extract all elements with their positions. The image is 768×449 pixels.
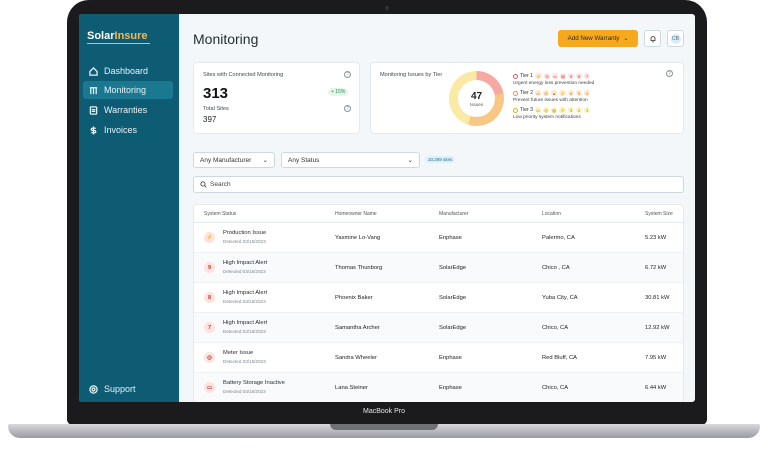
sidebar-item-support[interactable]: Support	[83, 380, 173, 398]
chevron-down-icon: ⌄	[407, 157, 413, 164]
issues-label: Issues	[469, 101, 483, 107]
column-header[interactable]: Homeowner Name	[335, 211, 377, 217]
bell-icon	[650, 35, 655, 42]
column-header[interactable]: System Status	[204, 211, 237, 217]
user-avatar[interactable]: CB	[667, 30, 684, 47]
tier-1-row[interactable]: Tier 1 ⚡ ◎ ▭ ▤ 9 8 7	[513, 73, 591, 79]
camera	[385, 6, 389, 10]
logo-underline	[87, 43, 150, 44]
tier-count: 3	[568, 107, 575, 113]
chevron-down-icon: ⌄	[262, 157, 268, 164]
tier-2-description: Prevent future issues with attention	[513, 98, 588, 103]
card-label: Monitoring Issues by Tier	[380, 72, 443, 78]
tier-count: 5	[576, 90, 583, 96]
sidebar: SolarInsure Dashboard Monitoring Warrant…	[79, 14, 179, 402]
total-sites-label: Total Sites	[203, 106, 229, 112]
bezel-bottom	[67, 402, 707, 425]
issues-by-tier-card: Monitoring Issues by Tier ? 47 Issues Ti…	[370, 62, 684, 134]
tier-dot-icon	[513, 90, 518, 96]
tier-dot-icon	[513, 73, 518, 79]
tier-icon: ◎	[543, 107, 550, 113]
connected-monitoring-card: Sites with Connected Monitoring ? 313 + …	[193, 62, 360, 134]
issues-total: 47	[470, 90, 483, 102]
laptop-notch	[330, 424, 438, 430]
sidebar-item-invoices[interactable]: Invoices	[83, 121, 173, 139]
sidebar-item-monitoring[interactable]: Monitoring	[83, 81, 173, 99]
column-header[interactable]: System Size	[645, 211, 673, 217]
dollar-icon	[90, 125, 97, 135]
tier-icon: ▭	[535, 90, 542, 96]
column-header[interactable]: Location	[542, 211, 561, 217]
tier-2-row[interactable]: Tier 2 ▭ ◎ ▲ ⚡ 6 5 4	[513, 90, 591, 96]
tier-3-description: Low priority system notifications	[513, 115, 581, 120]
help-icon[interactable]: ?	[344, 105, 351, 112]
tier-icon: ▭	[535, 107, 542, 113]
home-icon	[89, 66, 98, 76]
sidebar-item-dashboard[interactable]: Dashboard	[83, 62, 173, 80]
laptop-base	[8, 424, 760, 438]
main-content: Monitoring Add New Warranty ⌄ CB Sites w…	[179, 14, 695, 402]
tier-count: 1	[584, 107, 591, 113]
support-icon	[89, 384, 98, 394]
help-icon[interactable]: ?	[344, 71, 351, 78]
donut-center: 47 Issues	[458, 80, 495, 117]
alert-level-icon: 9	[204, 262, 215, 273]
tier-count: 7	[584, 73, 591, 79]
solar-panel-icon	[89, 86, 98, 94]
sites-count-badge: 10,289 sites	[425, 156, 456, 163]
table-header: System Status Homeowner Name Manufacture…	[194, 205, 683, 223]
search-icon	[200, 181, 207, 188]
tier-count: 8	[576, 73, 583, 79]
tier-3-row[interactable]: Tier 3 ▭ ◎ ▤ ⚡ 3 2 1	[513, 107, 591, 113]
battery-icon: ▭	[204, 382, 215, 393]
tier-icon: ▭	[552, 73, 559, 79]
help-icon[interactable]: ?	[666, 70, 673, 77]
logo[interactable]: SolarInsure	[87, 30, 148, 42]
search-input[interactable]: Search	[193, 176, 684, 193]
manufacturer-select[interactable]: Any Manufacturer ⌄	[193, 152, 275, 168]
alert-level-icon: 7	[204, 322, 215, 333]
add-new-warranty-button[interactable]: Add New Warranty ⌄	[558, 30, 638, 47]
table-row[interactable]: ⚡ Production Issue Detected 03/15/2023 Y…	[194, 223, 683, 253]
chevron-down-icon: ⌄	[623, 36, 629, 42]
page-title: Monitoring	[193, 31, 259, 47]
document-icon	[89, 105, 98, 115]
tier-count: 2	[576, 107, 583, 113]
alert-level-icon: 8	[204, 292, 215, 303]
column-header[interactable]: Manufacturer	[439, 211, 469, 217]
sidebar-item-warranties[interactable]: Warranties	[83, 101, 173, 119]
tier-icon: ◎	[544, 73, 551, 79]
tier-dot-icon	[513, 107, 518, 113]
meter-icon: ◎	[204, 352, 215, 363]
tier-icon: ▤	[551, 107, 558, 113]
tier-count: 4	[584, 90, 591, 96]
card-label: Sites with Connected Monitoring	[203, 72, 284, 78]
tier-icon: ▲	[551, 90, 558, 96]
tier-icon: ⚡	[535, 73, 543, 79]
systems-table: System Status Homeowner Name Manufacture…	[193, 204, 684, 402]
notifications-button[interactable]	[644, 30, 661, 47]
tier-icon: ⚡	[559, 90, 567, 96]
status-select[interactable]: Any Status ⌄	[281, 152, 420, 168]
tier-icon: ▤	[560, 73, 567, 79]
tier-icon: ⚡	[559, 107, 567, 113]
table-row[interactable]: ◎ Meter Issue Detected 03/15/2023 Sandra…	[194, 343, 683, 373]
tier-count: 9	[568, 73, 575, 79]
app-screen: SolarInsure Dashboard Monitoring Warrant…	[79, 14, 695, 402]
table-row[interactable]: 8 High Impact Alert Detected 03/15/2023 …	[194, 283, 683, 313]
table-row[interactable]: 9 High Impact Alert Detected 03/15/2023 …	[194, 253, 683, 283]
production-issue-icon: ⚡	[204, 232, 215, 243]
issues-donut-chart: 47 Issues	[449, 71, 504, 126]
connected-sites-value: 313	[203, 85, 229, 102]
tier-icon: ◎	[543, 90, 550, 96]
device-label: MacBook Pro	[362, 408, 406, 415]
tier-count: 6	[568, 90, 575, 96]
table-row[interactable]: ▭ Battery Storage Inactive Detected 03/1…	[194, 373, 683, 402]
tier-1-description: Urgent energy loss prevention needed	[513, 81, 595, 86]
table-row[interactable]: 7 High Impact Alert Detected 03/15/2023 …	[194, 313, 683, 343]
total-sites-value: 397	[203, 115, 217, 124]
change-badge: + 15%	[328, 88, 349, 96]
